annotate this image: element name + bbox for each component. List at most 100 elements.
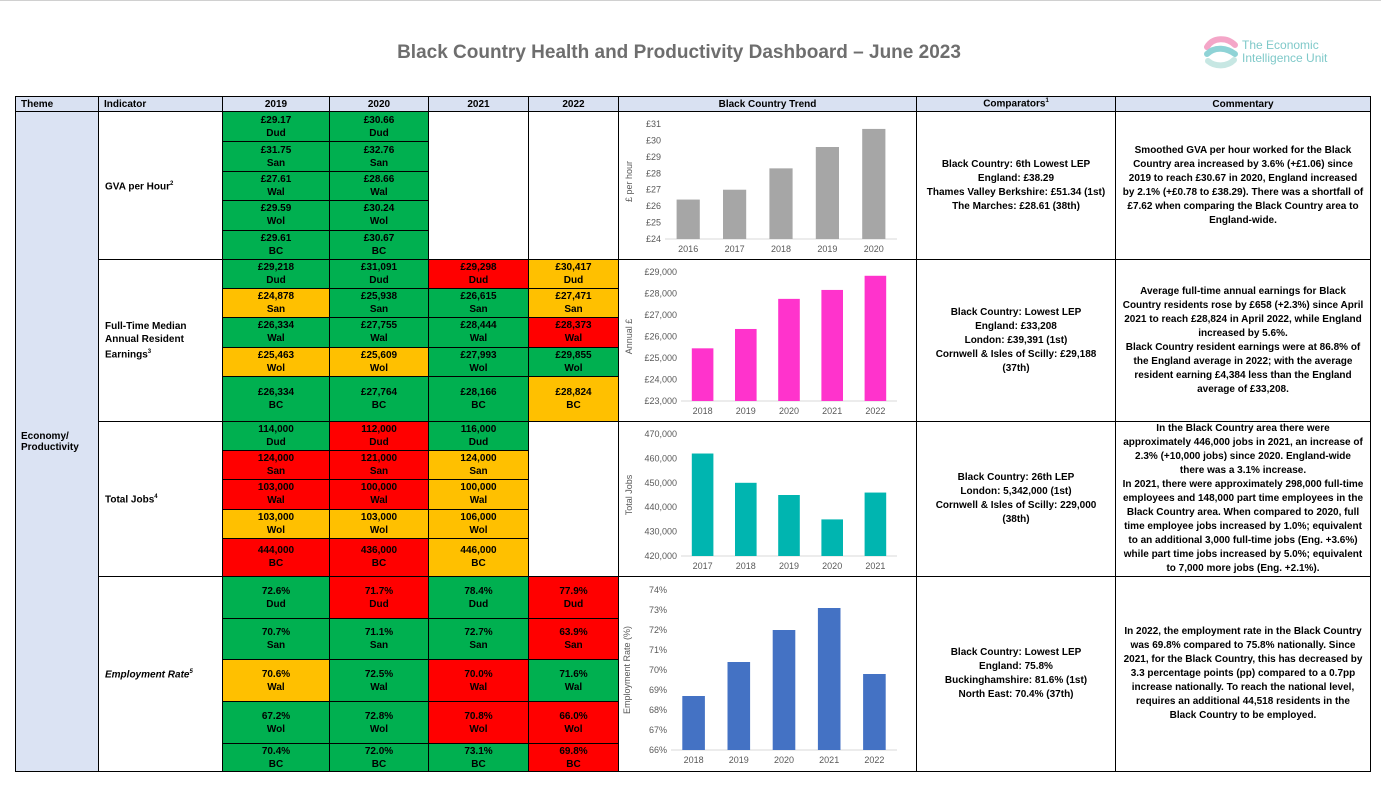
jobs-2022-empty xyxy=(528,421,619,577)
jobs-wol-2021: 106,000 Wol xyxy=(428,508,529,539)
jobs-dud-2019: 114,000 Dud xyxy=(222,420,330,452)
y-axis-label: Total Jobs xyxy=(624,474,634,515)
gva-dud-2020: £30.66 Dud xyxy=(329,110,429,143)
employment-chart-svg: 66% 67% 68% 69% 70% 71% 72% 73% 74% Employment Ra… xyxy=(622,585,897,765)
x-tick-label: 2022 xyxy=(864,755,884,765)
earn-wol-2019: £25,463 Wol xyxy=(222,346,330,377)
earn-wal-2020: £27,755 Wal xyxy=(329,317,429,348)
y-tick-label: £27,000 xyxy=(644,310,677,320)
earn-wal-2021: £28,444 Wal xyxy=(428,317,529,348)
employment-trend-chart: 66% 67% 68% 69% 70% 71% 72% 73% 74% Employment Ra… xyxy=(618,576,917,772)
y-tick-label: £30 xyxy=(646,135,661,145)
y-tick-label: £28 xyxy=(646,168,661,178)
gva-comparators: Black Country: 6th Lowest LEP England: £3… xyxy=(916,111,1116,260)
gva-trend-chart: £24 £25 £26 £27 £28 £29 £30 £31 £ per hour 2016 20… xyxy=(618,111,917,260)
emp-wol-2019: 67.2% Wol xyxy=(222,701,330,744)
y-tick-label: 420,000 xyxy=(644,551,677,561)
y-tick-label: 460,000 xyxy=(644,453,677,463)
earnings-chart-svg: £23,000 £24,000 £25,000 £26,000 £27,000 £28,0… xyxy=(624,267,897,416)
jobs-commentary: In the Black Country area there were app… xyxy=(1115,421,1371,577)
header-commentary: Commentary xyxy=(1115,96,1371,112)
bar-2017 xyxy=(723,189,747,239)
y-tick-label: £31 xyxy=(646,119,661,129)
top-border xyxy=(0,0,1381,1)
earn-wal-2019: £26,334 Wal xyxy=(222,317,330,348)
jobs-san-2021: 124,000 San xyxy=(428,450,529,481)
x-tick-label: 2017 xyxy=(725,244,745,254)
earnings-trend-chart: £23,000 £24,000 £25,000 £26,000 £27,000 £28,0… xyxy=(618,259,917,422)
employment-commentary: In 2022, the employment rate in the Blac… xyxy=(1115,576,1371,772)
y-tick-label: £25 xyxy=(646,218,661,228)
x-tick-label: 2021 xyxy=(865,561,885,571)
y-axis-label: £ per hour xyxy=(624,161,634,202)
y-tick-label: 440,000 xyxy=(644,502,677,512)
emp-bc-2021: 73.1% BC xyxy=(428,743,529,772)
indicator-jobs: Total Jobs4 xyxy=(98,421,223,577)
gva-san-2020: £32.76 San xyxy=(329,141,429,172)
header-2021: 2021 xyxy=(428,96,529,112)
gva-bc-2019: £29.61 BC xyxy=(222,229,330,261)
jobs-trend-chart: 420,000 430,000 440,000 450,000 460,000 470,0… xyxy=(618,421,917,577)
bar-2020 xyxy=(862,128,886,239)
x-tick-label: 2021 xyxy=(822,406,842,416)
earn-san-2022: £27,471 San xyxy=(528,288,619,319)
x-tick-label: 2018 xyxy=(736,561,756,571)
bar-2018 xyxy=(769,168,793,239)
emp-dud-2022: 77.9% Dud xyxy=(528,576,619,619)
jobs-bc-2021: 446,000 BC xyxy=(428,537,529,578)
y-tick-label: 430,000 xyxy=(644,527,677,537)
jobs-wol-2020: 103,000 Wol xyxy=(329,508,429,539)
x-tick-label: 2021 xyxy=(819,755,839,765)
gva-2021-empty xyxy=(428,111,529,260)
page-title: Black Country Health and Productivity Da… xyxy=(397,42,961,63)
theme-cell: Economy/Productivity xyxy=(15,111,99,772)
earn-san-2019: £24,878 San xyxy=(222,288,330,319)
earnings-comparators: Black Country: Lowest LEP England: £33,20… xyxy=(916,259,1116,422)
earn-bc-2022: £28,824 BC xyxy=(528,375,619,423)
dashboard-table: Theme Indicator 2019 2020 2021 2022 Blac… xyxy=(15,96,1371,772)
jobs-wal-2021: 100,000 Wal xyxy=(428,479,529,510)
y-tick-label: £27 xyxy=(646,185,661,195)
x-tick-label: 2020 xyxy=(779,406,799,416)
jobs-bc-2019: 444,000 BC xyxy=(222,537,330,578)
earn-dud-2020: £31,091 Dud xyxy=(329,258,429,290)
y-tick-label: £29 xyxy=(646,152,661,162)
bar-2020 xyxy=(772,630,796,750)
logo-line-2: Intelligence Unit xyxy=(1242,51,1328,65)
y-tick-label: 66% xyxy=(649,745,667,755)
jobs-dud-2020: 112,000 Dud xyxy=(329,420,429,452)
earn-bc-2019: £26,334 BC xyxy=(222,375,330,423)
earn-bc-2021: £28,166 BC xyxy=(428,375,529,423)
bar-2019 xyxy=(815,147,839,239)
y-tick-label: £25,000 xyxy=(644,353,677,363)
header-2020: 2020 xyxy=(329,96,429,112)
header-trend: Black Country Trend xyxy=(618,96,917,112)
x-tick-label: 2018 xyxy=(771,244,791,254)
bar-2018 xyxy=(682,696,705,750)
earn-wol-2022: £29,855 Wol xyxy=(528,346,619,377)
jobs-chart-svg: 420,000 430,000 440,000 450,000 460,000 470,0… xyxy=(624,429,897,571)
header-2022: 2022 xyxy=(528,96,619,112)
x-tick-label: 2017 xyxy=(693,561,713,571)
y-tick-label: £28,000 xyxy=(644,289,677,299)
bar-2019 xyxy=(735,328,757,401)
emp-san-2021: 72.7% San xyxy=(428,618,529,660)
bar-2021 xyxy=(821,289,843,401)
header-comparators: Comparators1 xyxy=(916,96,1116,112)
emp-bc-2019: 70.4% BC xyxy=(222,743,330,772)
bar-2019 xyxy=(778,495,800,556)
emp-wal-2021: 70.0% Wal xyxy=(428,659,529,702)
x-tick-label: 2022 xyxy=(865,406,885,416)
header-theme: Theme xyxy=(15,96,99,112)
indicator-employment: Employment Rate5 xyxy=(98,576,223,772)
emp-bc-2020: 72.0% BC xyxy=(329,743,429,772)
earn-dud-2021: £29,298 Dud xyxy=(428,258,529,290)
x-tick-label: 2016 xyxy=(678,244,698,254)
indicator-earnings: Full-Time Median Annual Resident Earnings3 xyxy=(98,259,223,422)
earn-bc-2020: £27,764 BC xyxy=(329,375,429,423)
bar-2019 xyxy=(727,662,751,750)
logo: The Economic Intelligence Unit xyxy=(1203,34,1353,74)
x-tick-label: 2020 xyxy=(864,244,884,254)
emp-wol-2022: 66.0% Wol xyxy=(528,701,619,744)
emp-wal-2022: 71.6% Wal xyxy=(528,659,619,702)
